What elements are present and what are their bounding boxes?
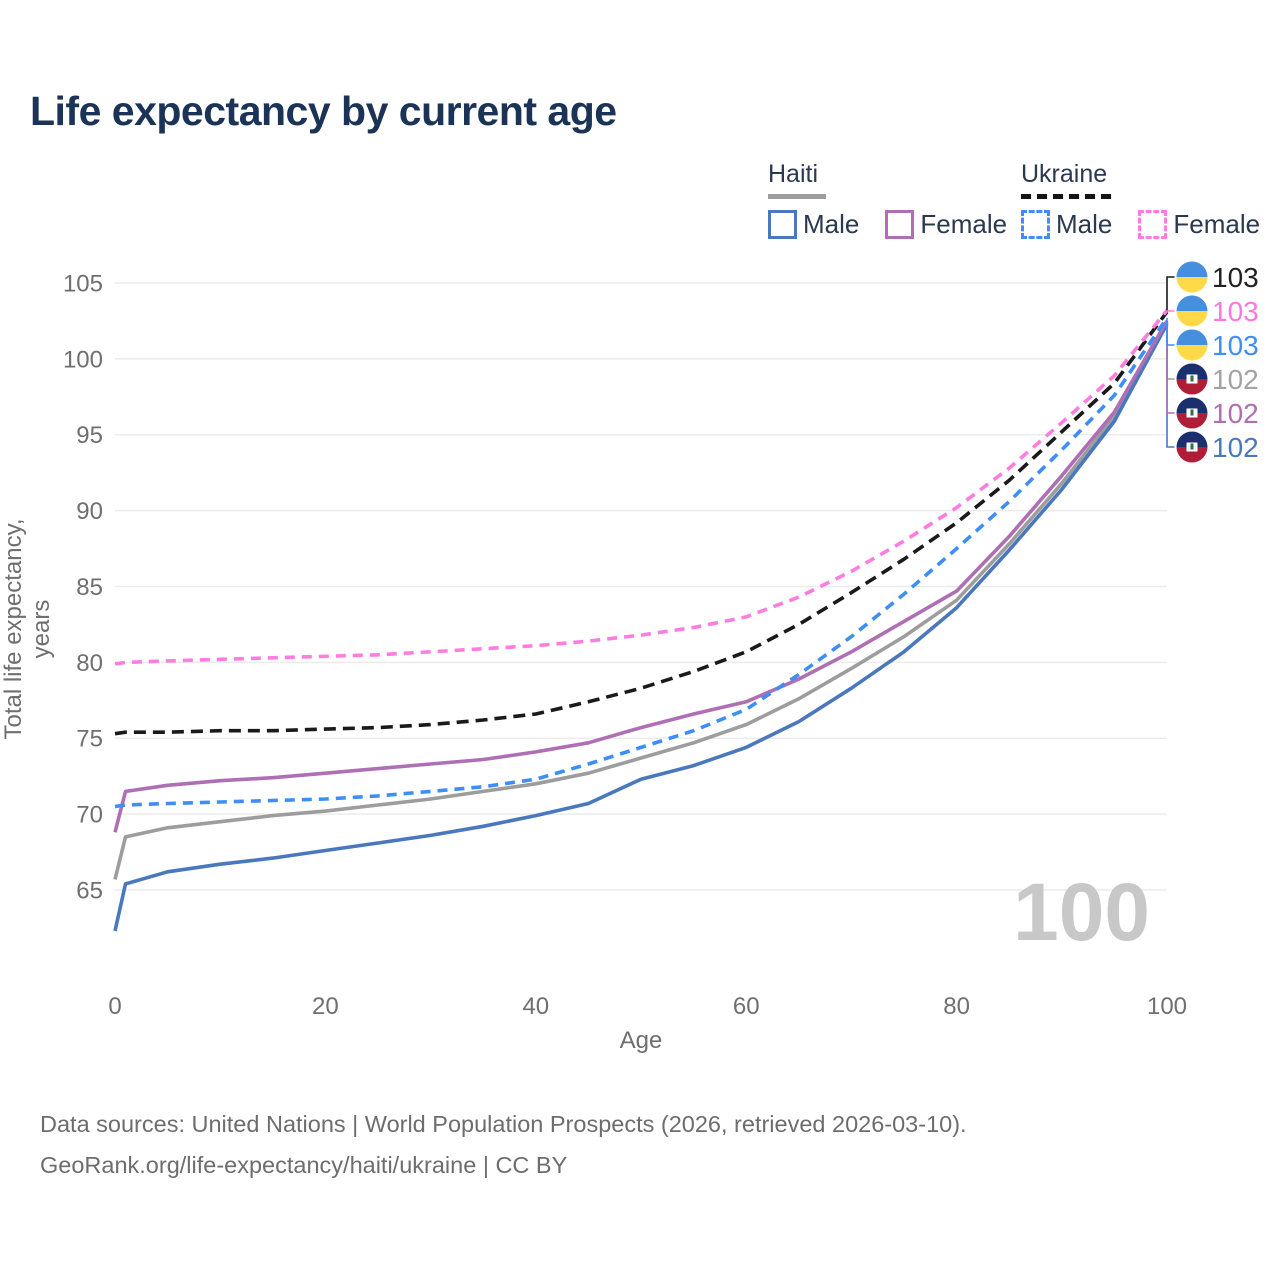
legend-group-haiti: Haiti Male Female	[768, 160, 1033, 240]
end-connector-ukraine-female	[1166, 310, 1175, 312]
x-tick-60: 60	[733, 993, 760, 1020]
end-value-haiti-total: 102	[1212, 364, 1259, 395]
x-tick-40: 40	[522, 993, 549, 1020]
end-connector-haiti-total	[1166, 322, 1175, 380]
end-connector-ukraine-male	[1166, 317, 1175, 346]
legend-label-haiti-male[interactable]: Male	[803, 209, 860, 239]
haiti-flag-bottom	[1176, 413, 1208, 429]
ukraine-flag-bottom	[1176, 277, 1208, 293]
x-tick-0: 0	[108, 993, 121, 1020]
series-line-haiti-male[interactable]	[113, 323, 1169, 932]
y-tick-90: 90	[76, 498, 103, 525]
haiti-flag-bottom	[1176, 447, 1208, 463]
haiti-line-style-underline	[768, 194, 826, 199]
y-tick-105: 105	[63, 270, 103, 297]
ukraine-flag-bottom	[1176, 345, 1208, 361]
page-title: Life expectancy by current age	[30, 88, 617, 134]
y-tick-80: 80	[76, 650, 103, 677]
y-tick-100: 100	[63, 346, 103, 373]
end-value-ukraine-male: 103	[1212, 330, 1259, 361]
license-line: GeoRank.org/life-expectancy/haiti/ukrain…	[40, 1152, 568, 1178]
legend-swatch-ukraine-female[interactable]	[1138, 210, 1168, 239]
haiti-flag-top	[1176, 363, 1208, 379]
source-attribution: Data sources: United Nations | World Pop…	[40, 1104, 967, 1186]
ukraine-flag-bottom	[1176, 311, 1208, 327]
legend-swatch-haiti-female[interactable]	[885, 210, 915, 239]
haiti-flag-top	[1176, 397, 1208, 413]
series-line-haiti-total[interactable]	[113, 321, 1169, 880]
x-tick-80: 80	[943, 993, 970, 1020]
ukraine-flag-top	[1176, 261, 1208, 277]
legend-group-ukraine: Ukraine Male Female	[1021, 160, 1280, 240]
ukraine-flag	[1176, 295, 1208, 327]
y-tick-95: 95	[76, 422, 103, 449]
ukraine-flag	[1176, 329, 1208, 361]
end-value-haiti-female: 102	[1212, 398, 1259, 429]
haiti-flag-emblem-mark	[1190, 375, 1194, 382]
end-value-ukraine-female: 103	[1212, 296, 1259, 327]
ukraine-flag	[1176, 261, 1208, 293]
data-sources-line: Data sources: United Nations | World Pop…	[40, 1111, 967, 1137]
ukraine-line-style-underline	[1021, 194, 1111, 199]
series-line-ukraine-female[interactable]	[114, 309, 1169, 666]
x-tick-100: 100	[1147, 993, 1187, 1020]
y-axis-title: Total life expectancy, years	[0, 518, 55, 740]
series-line-haiti-female[interactable]	[113, 319, 1169, 833]
haiti-flag-top	[1176, 431, 1208, 447]
x-tick-20: 20	[312, 993, 339, 1020]
ukraine-flag-top	[1176, 295, 1208, 311]
haiti-flag	[1176, 397, 1208, 429]
legend-swatch-haiti-male[interactable]	[768, 210, 797, 239]
y-tick-75: 75	[76, 726, 103, 753]
legend-country-haiti[interactable]: Haiti	[768, 160, 819, 188]
haiti-flag-emblem-mark	[1190, 409, 1194, 416]
haiti-flag	[1176, 431, 1208, 463]
x-axis-title: Age	[620, 1027, 663, 1054]
ukraine-flag-top	[1176, 329, 1208, 345]
series-line-ukraine-total[interactable]	[114, 310, 1169, 736]
end-connector-haiti-female	[1166, 320, 1175, 414]
y-tick-65: 65	[76, 877, 103, 904]
haiti-flag-bottom	[1176, 379, 1208, 395]
haiti-flag	[1176, 363, 1208, 395]
end-connector-haiti-male	[1166, 324, 1175, 448]
legend-country-ukraine[interactable]: Ukraine	[1021, 160, 1108, 188]
legend-swatch-ukraine-male[interactable]	[1021, 210, 1050, 239]
y-tick-70: 70	[76, 802, 103, 829]
y-tick-85: 85	[76, 574, 103, 601]
end-value-ukraine-total: 103	[1212, 262, 1259, 293]
series-line-ukraine-male[interactable]	[114, 316, 1169, 809]
legend-label-ukraine-female[interactable]: Female	[1173, 209, 1261, 239]
haiti-flag-emblem-mark	[1190, 443, 1194, 450]
end-connector-ukraine-total	[1166, 276, 1175, 312]
legend-label-ukraine-male[interactable]: Male	[1056, 209, 1113, 239]
end-value-haiti-male: 102	[1212, 432, 1259, 463]
age-watermark: 100	[1013, 867, 1150, 958]
legend-label-haiti-female[interactable]: Female	[920, 209, 1008, 239]
